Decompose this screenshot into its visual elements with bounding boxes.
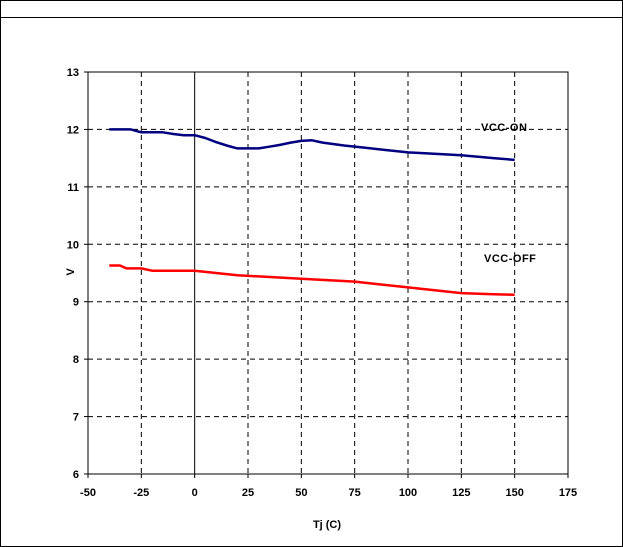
x-tick-label: 75	[349, 487, 361, 499]
y-tick-label: 6	[73, 469, 79, 481]
series-label-vcc-off: VCC-OFF	[484, 253, 536, 265]
x-axis-title: Tj (C)	[313, 519, 341, 531]
grid-lines	[88, 72, 568, 474]
y-tick-label: 11	[67, 182, 79, 194]
y-axis-title: V	[65, 268, 77, 276]
x-tick-label: 175	[559, 487, 577, 499]
series-lines	[109, 128, 515, 297]
x-tick-label: 125	[452, 487, 470, 499]
y-tick-label: 8	[73, 354, 79, 366]
x-tick-label: 25	[242, 487, 254, 499]
series-line-vcc-on	[109, 128, 515, 162]
y-tick-label: 10	[67, 239, 79, 251]
y-tick-label: 13	[67, 67, 79, 79]
x-tick-label: 0	[192, 487, 198, 499]
x-tick-label: -25	[133, 487, 149, 499]
y-tick-label: 12	[67, 124, 79, 136]
y-tick-label: 9	[73, 297, 79, 309]
x-tick-labels: -50 -25 0 25 50 75 100 125 150 175	[80, 474, 577, 499]
y-tick-label: 7	[73, 412, 79, 424]
x-tick-label: -50	[80, 487, 96, 499]
x-tick-label: 50	[295, 487, 307, 499]
x-tick-label: 150	[505, 487, 523, 499]
y-tick-labels: 6 7 8 9 10 11 12 13	[67, 67, 88, 481]
x-tick-label: 100	[399, 487, 417, 499]
series-line-vcc-off	[109, 264, 515, 297]
plot-area	[87, 71, 569, 475]
series-label-vcc-on: VCC-ON	[481, 122, 527, 134]
